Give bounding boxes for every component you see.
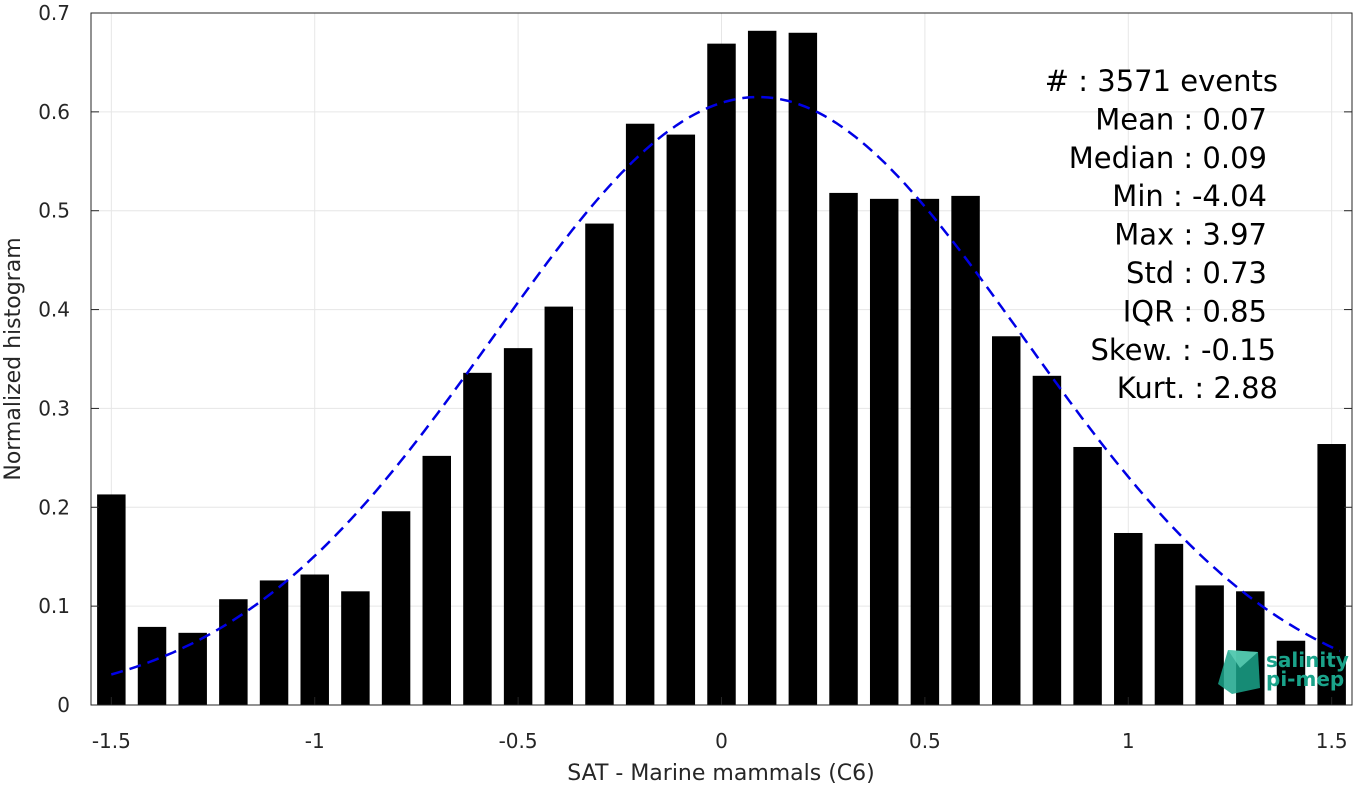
x-tick-label: -0.5 [499, 729, 538, 753]
histogram-bar [1317, 444, 1346, 705]
y-axis-label: Normalized histogram [1, 237, 26, 480]
histogram-bar [829, 192, 858, 706]
stat-line: Median : 0.09 [1069, 141, 1267, 175]
histogram-bar [1195, 585, 1224, 705]
y-axis-ticks: 0 0.1 0.2 0.3 0.4 0.5 0.6 0.7 [38, 1, 1352, 717]
y-tick-label: 0.4 [38, 298, 70, 322]
gaussian-fit-curve [110, 95, 1341, 676]
histogram-bar [381, 511, 411, 705]
histogram-bar [219, 599, 248, 705]
histogram-bar [1073, 446, 1102, 705]
x-tick-label: 0 [715, 729, 728, 753]
histogram-bar [788, 32, 818, 706]
histogram-bar [1032, 375, 1062, 705]
histogram-bar [585, 223, 614, 705]
histogram-bar [1114, 532, 1143, 705]
histogram-bar [137, 626, 167, 705]
x-tick-label: -1.5 [92, 729, 131, 753]
histogram-bar [341, 591, 370, 705]
x-tick-label: 1.5 [1316, 729, 1348, 753]
y-tick-label: 0.1 [38, 594, 70, 618]
histogram-bar [503, 348, 533, 705]
statistics-box: # : 3571 events Mean : 0.07 Median : 0.09 M… [1045, 64, 1278, 405]
histogram-bar [1276, 640, 1306, 705]
x-tick-label: 1 [1122, 729, 1135, 753]
stat-line: # : 3571 events [1045, 64, 1278, 98]
y-tick-label: 0.3 [38, 396, 70, 420]
stat-line: IQR : 0.85 [1123, 294, 1267, 328]
bars [97, 30, 1346, 706]
x-axis-ticks: -1.5 -1 -0.5 0 0.5 1 1.5 [92, 697, 1348, 753]
histogram-bar [992, 336, 1021, 705]
histogram-bar [666, 134, 696, 705]
stat-line: Std : 0.73 [1126, 256, 1267, 290]
histogram-bar [463, 372, 492, 705]
y-tick-label: 0.5 [38, 199, 70, 223]
stat-line: Max : 3.97 [1114, 218, 1267, 252]
histogram-bar [910, 198, 940, 705]
histogram-bar [625, 123, 655, 706]
stat-line: Skew. : -0.15 [1090, 333, 1276, 367]
y-tick-label: 0.6 [38, 100, 70, 124]
y-tick-label: 0.2 [38, 495, 70, 519]
x-tick-label: 0.5 [909, 729, 941, 753]
histogram-bar [300, 574, 329, 705]
logo-mark-icon-facet [1228, 650, 1258, 668]
logo-text-line1: salinity [1266, 648, 1349, 672]
x-tick-label: -1 [305, 729, 325, 753]
histogram-bar [747, 30, 777, 705]
histogram-bar [178, 632, 207, 705]
logo-mark-icon [1218, 650, 1260, 694]
histogram-bar [97, 494, 126, 705]
x-axis-label: SAT - Marine mammals (C6) [567, 761, 875, 785]
histogram-bar [869, 198, 899, 705]
y-tick-label: 0.7 [38, 1, 70, 25]
histogram-bar [707, 43, 736, 706]
histogram-bar [544, 306, 574, 705]
stat-line: Min : -4.04 [1112, 179, 1267, 213]
histogram-bar [1154, 543, 1184, 705]
stat-line: Mean : 0.07 [1095, 102, 1267, 136]
histogram-bar [422, 455, 451, 705]
salinity-pimep-logo: salinity pi-mep [1218, 648, 1349, 694]
stat-line: Kurt. : 2.88 [1117, 371, 1278, 405]
histogram-bar [259, 580, 289, 705]
y-tick-label: 0 [57, 693, 70, 717]
histogram-bar [951, 195, 980, 705]
logo-text-line2: pi-mep [1266, 667, 1344, 691]
